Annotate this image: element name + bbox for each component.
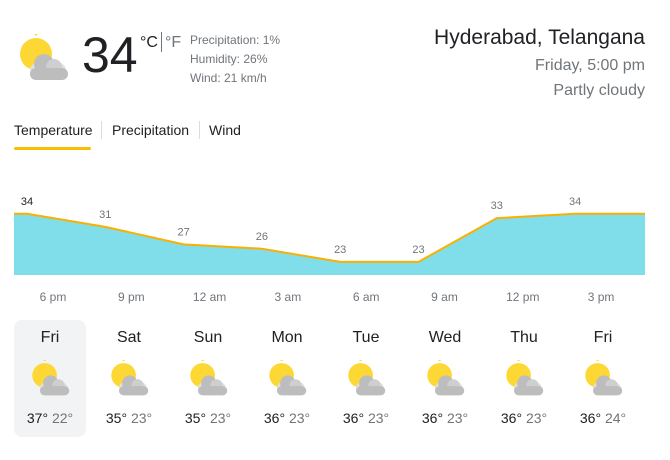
high-temp: 36° [342,410,365,426]
day-temps: 36° 23° [409,410,481,426]
temp-label: 26 [256,231,268,243]
high-temp: 35° [105,410,128,426]
time-label: 3 am [275,290,302,304]
low-temp: 23° [288,410,311,426]
day-name: Fri [593,329,613,346]
unit-fahrenheit[interactable]: °F [165,34,182,51]
tab[interactable]: Precipitation [112,122,190,138]
weather-icon [427,360,465,396]
day-name: Wed [428,329,462,346]
time-label: 6 am [353,290,380,304]
temp-label: 23 [412,244,424,256]
day-name: Mon [271,329,303,346]
low-temp: 23° [209,410,232,426]
weather-icon [190,360,228,396]
weather-icon [585,360,623,396]
low-temp: 22° [51,410,74,426]
weather-icon [348,360,386,396]
tab-separator [101,121,102,139]
temp-label: 27 [177,226,189,238]
current-temp: 34 [82,27,138,83]
low-temp: 23° [525,410,548,426]
time-label: 3 pm [588,290,615,304]
humidity: Humidity: 26% [190,52,268,66]
day-name: Sun [193,329,223,346]
temp-label: 23 [334,244,346,256]
day-column[interactable]: Fri 36° 24° [567,320,639,437]
high-temp: 36° [500,410,523,426]
high-temp: 36° [263,410,286,426]
day-name: Sat [116,329,141,346]
high-temp: 36° [579,410,602,426]
time-label: 12 am [193,290,226,304]
tab-underline [14,147,91,150]
time-label: 12 pm [506,290,539,304]
low-temp: 23° [367,410,390,426]
wind: Wind: 21 km/h [190,71,267,85]
time-label: 9 pm [118,290,145,304]
temp-label: 33 [491,200,503,212]
tab[interactable]: Wind [209,122,241,138]
day-column[interactable]: Thu 36° 23° [488,320,560,437]
temperature-line [14,212,645,263]
temperature-area [14,213,645,275]
day-column[interactable]: Tue 36° 23° [330,320,402,437]
day-name: Fri [40,329,60,346]
time: Friday, 5:00 pm [535,57,645,74]
day-temps: 36° 24° [567,410,639,426]
weather-icon [269,360,307,396]
tab[interactable]: Temperature [14,122,93,138]
location: Hyderabad, Telangana [434,26,645,49]
high-temp: 37° [26,410,49,426]
high-temp: 36° [421,410,444,426]
weather-icon [32,360,70,396]
weather-icon [111,360,149,396]
time-label: 6 pm [40,290,67,304]
day-name: Tue [352,329,380,346]
weather-icon [506,360,544,396]
day-column[interactable]: Wed 36° 23° [409,320,481,437]
time-label: 9 am [431,290,458,304]
temperature-chart: 34 31 27 26 23 23 33 34 6 pm 9 pm 12 am 3 am 6 am 9 a… [14,196,645,304]
temp-label: 34 [21,196,33,208]
unit-celsius[interactable]: °C [140,34,158,51]
high-temp: 35° [184,410,207,426]
day-temps: 36° 23° [251,410,323,426]
day-temps: 35° 23° [172,410,244,426]
day-temps: 37° 22° [14,410,86,426]
low-temp: 23° [446,410,469,426]
day-column[interactable]: Fri 37° 22° [14,320,86,437]
temp-label: 31 [99,209,111,221]
condition: Partly cloudy [553,82,645,99]
day-name: Thu [510,329,538,346]
day-temps: 35° 23° [93,410,165,426]
low-temp: 23° [130,410,153,426]
temp-label: 34 [569,196,581,208]
day-column[interactable]: Mon 36° 23° [251,320,323,437]
weather-icon [20,34,68,80]
low-temp: 24° [604,410,627,426]
unit-separator [161,32,162,52]
tab-separator [199,121,200,139]
day-column[interactable]: Sun 35° 23° [172,320,244,437]
day-temps: 36° 23° [330,410,402,426]
day-temps: 36° 23° [488,410,560,426]
precipitation: Precipitation: 1% [190,33,281,47]
day-column[interactable]: Sat 35° 23° [93,320,165,437]
